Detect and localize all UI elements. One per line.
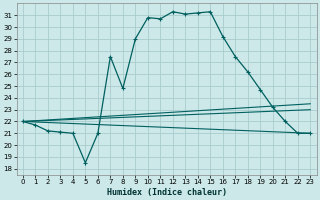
X-axis label: Humidex (Indice chaleur): Humidex (Indice chaleur) xyxy=(107,188,227,197)
